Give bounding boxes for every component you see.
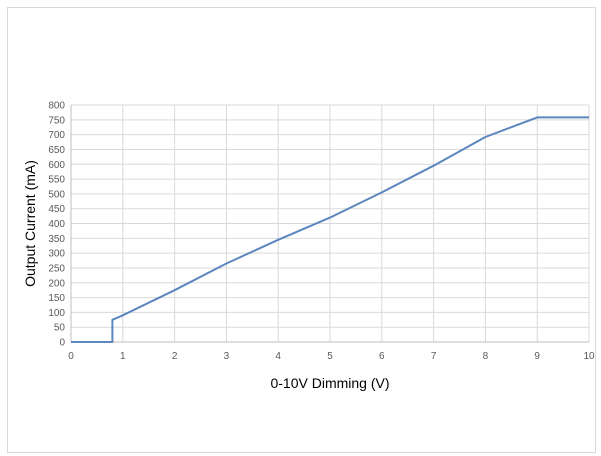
- y-tick-label: 800: [48, 101, 65, 112]
- x-tick-label: 7: [431, 351, 437, 362]
- y-tick-label: 650: [48, 145, 65, 156]
- x-tick-label: 10: [583, 351, 595, 362]
- axes: [70, 105, 589, 343]
- y-axis-title: Output Current (mA): [22, 160, 38, 287]
- x-tick-label: 1: [120, 351, 126, 362]
- y-tick-label: 100: [48, 308, 65, 319]
- x-tick-labels: 0 1 2 3 4 5 6 7 8 9 10: [68, 351, 595, 362]
- y-tick-label: 700: [48, 130, 65, 141]
- y-tick-label: 500: [48, 189, 65, 200]
- x-tick-label: 8: [483, 351, 489, 362]
- x-axis-title: 0-10V Dimming (V): [270, 375, 389, 391]
- y-tick-label: 0: [59, 338, 65, 349]
- x-tick-label: 2: [172, 351, 178, 362]
- series-group: [71, 116, 589, 343]
- y-tick-label: 400: [48, 219, 65, 230]
- y-tick-label: 150: [48, 293, 65, 304]
- x-tick-label: 3: [224, 351, 230, 362]
- y-tick-label: 600: [48, 160, 65, 171]
- y-tick-label: 550: [48, 175, 65, 186]
- series-line-0: [71, 116, 589, 343]
- y-tick-label: 350: [48, 234, 65, 245]
- x-tick-label: 6: [379, 351, 385, 362]
- y-tick-label: 450: [48, 204, 65, 215]
- x-tick-label: 5: [327, 351, 333, 362]
- y-tick-label: 250: [48, 263, 65, 274]
- y-tick-label: 50: [54, 323, 66, 334]
- x-tick-label: 9: [534, 351, 540, 362]
- y-tick-label: 200: [48, 278, 65, 289]
- x-tick-label: 4: [275, 351, 281, 362]
- grid-lines: [70, 104, 590, 343]
- x-tick-label: 0: [68, 351, 74, 362]
- y-tick-label: 750: [48, 115, 65, 126]
- y-tick-label: 300: [48, 249, 65, 260]
- y-tick-labels: 0 50 100 150 200 250 300 350 400 450 500 550 600 650 7…: [48, 101, 65, 349]
